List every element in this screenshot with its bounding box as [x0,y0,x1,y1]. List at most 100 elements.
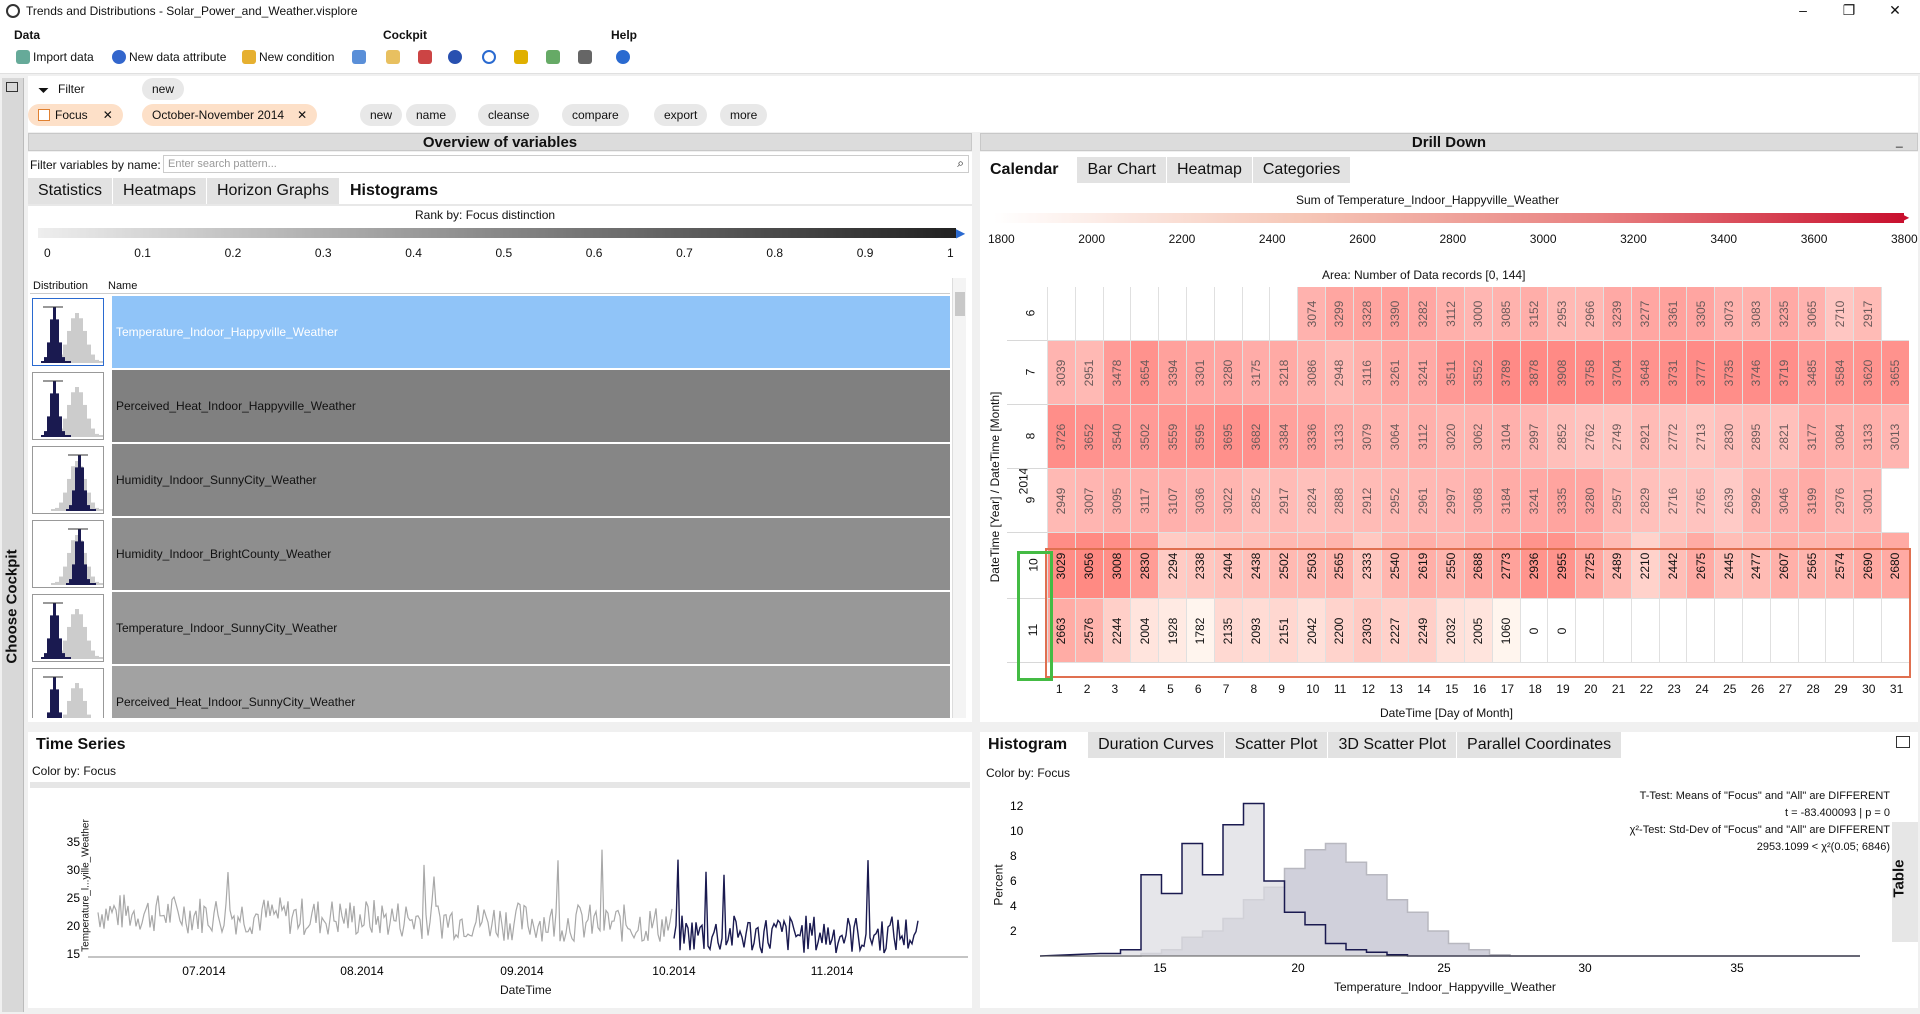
export-action-button[interactable]: export [654,104,708,126]
calendar-cell[interactable]: 3177 [1797,405,1826,469]
calendar-cell[interactable]: 3085 [1491,287,1520,341]
calendar-cell[interactable] [1575,599,1603,663]
calendar-cell[interactable]: 3735 [1714,341,1742,405]
name-action-button[interactable]: name [406,104,457,126]
close-button[interactable]: ✕ [1889,2,1901,18]
timeseries-range-bar[interactable] [30,782,970,788]
calendar-cell[interactable]: 2952 [1380,469,1409,533]
calendar-cell[interactable]: 2961 [1408,469,1437,533]
calendar-cell[interactable]: 3008 [1102,533,1131,599]
calendar-cell[interactable]: 2249 [1408,599,1437,663]
calendar-cell[interactable]: 3282 [1408,287,1437,341]
calendar-cell[interactable]: 3241 [1519,469,1548,533]
calendar-cell[interactable]: 2477 [1742,533,1770,599]
calendar-grid[interactable]: 6 3074 3299 3328 3390 3282 3112 3000 3085 3152 295… [1007,287,1917,678]
calendar-cell[interactable]: 3695 [1213,405,1242,469]
calendar-cell[interactable]: 3299 [1325,287,1353,341]
calendar-cell[interactable]: 2992 [1742,469,1770,533]
search-input[interactable]: Enter search pattern... ⌕ [163,155,969,173]
calendar-cell[interactable]: 3280 [1575,469,1603,533]
open-folder-icon[interactable] [386,50,400,64]
calendar-cell[interactable]: 3104 [1491,405,1520,469]
calendar-cell[interactable]: 3652 [1074,405,1103,469]
calendar-cell[interactable]: 2244 [1102,599,1131,663]
calendar-cell[interactable] [1881,287,1909,341]
choose-cockpit-sidebar[interactable]: Choose Cockpit [2,78,24,1012]
calendar-cell[interactable]: 2716 [1658,469,1687,533]
calendar-cell[interactable]: 2852 [1241,469,1270,533]
histogram-maximize-icon[interactable] [1896,736,1910,748]
color-scale-handle[interactable]: ▶ [1900,210,1910,224]
tab-parallel-coordinates[interactable]: Parallel Coordinates [1457,732,1623,758]
calendar-cell[interactable]: 2895 [1742,405,1770,469]
calendar-cell[interactable] [1603,599,1631,663]
calendar-cell[interactable] [1797,599,1826,663]
cleanse-action-button[interactable]: cleanse [478,104,540,126]
calendar-cell[interactable]: 2948 [1325,341,1353,405]
calendar-cell[interactable]: 3394 [1158,341,1186,405]
calendar-cell[interactable]: 2830 [1130,533,1159,599]
list-item[interactable]: Perceived_Heat_Indoor_SunnyCity_Weather [30,666,950,718]
list-item[interactable]: Humidity_Indoor_BrightCounty_Weather [30,518,950,590]
calendar-cell[interactable]: 2294 [1158,533,1186,599]
tab-heatmaps[interactable]: Heatmaps [113,178,207,204]
calendar-cell[interactable] [1213,287,1242,341]
new-condition-button[interactable]: New condition [242,50,334,64]
calendar-cell[interactable] [1241,287,1270,341]
calendar-cell[interactable]: 3068 [1464,469,1492,533]
calendar-cell[interactable]: 2442 [1658,533,1687,599]
calendar-cell[interactable] [1186,287,1214,341]
list-item[interactable]: Perceived_Heat_Indoor_Happyville_Weather [30,370,950,442]
calendar-cell[interactable]: 2949 [1047,469,1075,533]
calendar-cell[interactable] [1269,287,1298,341]
tab-heatmap[interactable]: Heatmap [1166,157,1253,183]
calendar-cell[interactable] [1853,599,1881,663]
calendar-cell[interactable]: 3584 [1825,341,1854,405]
calendar-cell[interactable]: 2957 [1603,469,1631,533]
calendar-cell[interactable]: 3305 [1686,287,1715,341]
calendar-cell[interactable]: 2338 [1186,533,1214,599]
redo-icon[interactable] [546,50,560,64]
calendar-cell[interactable] [1658,599,1687,663]
calendar-cell[interactable]: 2550 [1436,533,1464,599]
calendar-cell[interactable]: 3511 [1436,341,1464,405]
calendar-cell[interactable]: 2004 [1130,599,1159,663]
calendar-cell[interactable] [1714,599,1742,663]
calendar-cell[interactable]: 3133 [1853,405,1881,469]
calendar-cell[interactable]: 3062 [1464,405,1492,469]
tab-3d-scatter-plot[interactable]: 3D Scatter Plot [1328,732,1458,758]
calendar-cell[interactable]: 3384 [1269,405,1298,469]
calendar-cell[interactable]: 3133 [1325,405,1353,469]
calendar-cell[interactable]: 3086 [1297,341,1325,405]
calendar-cell[interactable]: 3000 [1464,287,1492,341]
calendar-cell[interactable]: 1782 [1186,599,1214,663]
calendar-cell[interactable]: 2824 [1297,469,1325,533]
calendar-cell[interactable]: 2713 [1686,405,1715,469]
calendar-cell[interactable]: 3261 [1380,341,1409,405]
calendar-cell[interactable]: 3084 [1825,405,1854,469]
remove-focus-icon[interactable]: ✕ [102,108,113,122]
calendar-cell[interactable]: 3746 [1742,341,1770,405]
variable-list-scrollbar[interactable] [952,278,966,718]
calendar-cell[interactable]: 3046 [1769,469,1798,533]
calendar-cell[interactable] [1047,287,1075,341]
calendar-cell[interactable]: 2151 [1269,599,1298,663]
calendar-cell[interactable]: 1060 [1491,599,1520,663]
calendar-cell[interactable]: 3056 [1074,533,1103,599]
calendar-cell[interactable]: 2200 [1325,599,1353,663]
calendar-cell[interactable]: 2005 [1464,599,1492,663]
calendar-cell[interactable]: 3789 [1491,341,1520,405]
calendar-cell[interactable]: 3485 [1797,341,1826,405]
calendar-cell[interactable]: 3726 [1047,405,1075,469]
calendar-cell[interactable]: 3328 [1352,287,1381,341]
tab-scatter-plot[interactable]: Scatter Plot [1224,732,1329,758]
drilldown-minimize-icon[interactable]: _ [1896,134,1903,148]
calendar-cell[interactable]: 3116 [1352,341,1381,405]
calendar-cell[interactable]: 3184 [1491,469,1520,533]
tab-categories[interactable]: Categories [1252,157,1352,183]
edit-icon[interactable] [352,50,366,64]
calendar-cell[interactable]: 2135 [1213,599,1242,663]
calendar-cell[interactable] [1881,469,1909,533]
calendar-cell[interactable]: 2565 [1797,533,1826,599]
calendar-cell[interactable]: 3007 [1074,469,1103,533]
